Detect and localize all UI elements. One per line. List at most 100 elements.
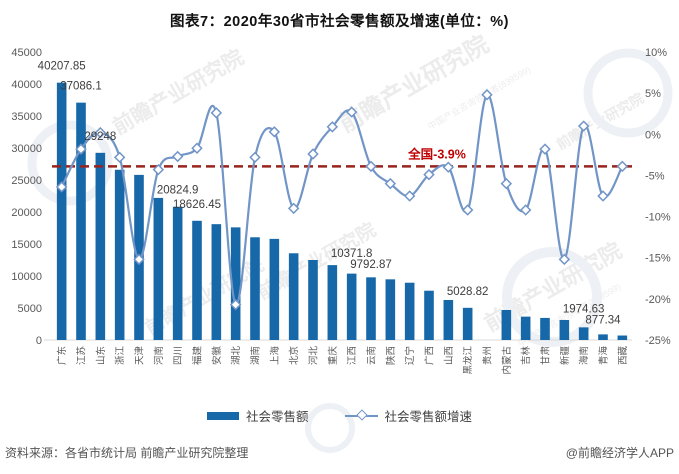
brand-watermark: 前瞻产业研究院 (109, 45, 248, 139)
marker-黑龙江 (461, 204, 474, 216)
marker-浙江 (113, 151, 126, 164)
bar-山东 (95, 152, 106, 340)
marker-安徽 (210, 107, 223, 119)
left-axis-tick: 20000 (11, 207, 42, 219)
bar-福建 (192, 220, 202, 340)
marker-内蒙古 (500, 177, 513, 190)
legend-item-retail: 社会零售额 (206, 406, 309, 425)
x-axis-label: 浙江 (114, 346, 126, 366)
bar-value-label: 1974.63 (563, 303, 605, 315)
marker-新疆 (558, 253, 571, 266)
right-axis-tick: -5% (645, 170, 665, 182)
logo-circle-watermark (583, 48, 673, 138)
x-axis-label: 河南 (153, 346, 165, 365)
legend-bar-swatch (206, 411, 239, 420)
x-axis-label: 福建 (192, 346, 204, 366)
bar-江西 (346, 273, 357, 340)
bar-value-label: 29248 (84, 131, 116, 143)
right-axis-tick: -25% (645, 335, 671, 347)
x-axis-label: 四川 (173, 346, 184, 365)
marker-山东 (94, 126, 107, 139)
marker-海南 (577, 120, 590, 132)
bar-海南 (578, 327, 589, 340)
bar-上海 (269, 238, 280, 340)
bar-value-label: 18626.45 (173, 199, 221, 211)
bar-value-label: 40207.85 (38, 61, 86, 73)
left-axis-tick: 40000 (11, 79, 42, 91)
bar-value-label: 20824.9 (157, 185, 199, 197)
marker-重庆 (326, 121, 339, 133)
x-axis-label: 湖北 (231, 346, 242, 366)
bar-广西 (424, 290, 434, 340)
bar-吉林 (520, 316, 531, 340)
marker-广西 (423, 168, 435, 181)
bar-value-label: 9792.87 (350, 259, 392, 271)
left-axis-tick: 35000 (11, 111, 42, 123)
right-axis-tick: -15% (645, 253, 671, 265)
x-axis-label: 甘肃 (540, 346, 552, 365)
bar-重庆 (327, 265, 338, 340)
reference-layer: 全国-3.9% (52, 146, 632, 168)
footer: 资料来源：各省市统计局 前瞻产业研究院整理 @前瞻经济学人APP (5, 444, 674, 461)
marker-辽宁 (403, 190, 416, 202)
marker-青海 (597, 190, 609, 202)
brand-watermark: 前瞻产业研究院 (334, 30, 493, 138)
right-axis-tick: 0% (645, 129, 661, 141)
marker-甘肃 (539, 143, 551, 155)
x-axis-label: 海南 (578, 346, 590, 365)
x-axis-label: 山东 (95, 346, 107, 365)
x-axis-label: 贵州 (482, 346, 494, 365)
x-axis-label: 河北 (308, 346, 320, 366)
x-axis-label: 广西 (424, 346, 436, 365)
marker-天津 (133, 253, 145, 266)
marker-广东 (55, 181, 68, 193)
legend-item-growth: 社会零售额增速 (344, 406, 473, 425)
bar-value-label: 37086.1 (60, 81, 102, 93)
bar-内蒙古 (501, 309, 512, 340)
axis-layer: 45000 40000 35000 30000 25000 20000 15000 10000… (11, 47, 670, 375)
bar-河北 (308, 260, 318, 340)
legend-line-swatch (344, 409, 378, 421)
x-axis-label: 内蒙古 (501, 346, 513, 375)
bar-河南 (153, 197, 164, 340)
legend-bar-label: 社会零售额 (245, 410, 309, 424)
marker-山西 (442, 161, 455, 173)
x-axis-label: 山西 (444, 346, 455, 365)
x-axis-label: 天津 (135, 346, 146, 366)
growth-line-layer (55, 89, 629, 311)
marker-河南 (152, 163, 165, 176)
x-axis-label: 江苏 (76, 346, 88, 366)
x-axis-label: 北京 (288, 346, 300, 365)
marker-西藏 (616, 160, 629, 173)
left-axis-tick: 5000 (18, 303, 42, 315)
bar-value-label: 5028.82 (447, 286, 489, 298)
left-axis-tick: 10000 (11, 271, 42, 283)
brand-credit: @前瞻经济学人APP (565, 446, 674, 460)
bar-北京 (288, 253, 299, 340)
source-note: 资料来源：各省市统计局 前瞻产业研究院整理 (5, 446, 249, 460)
right-axis-tick: -10% (645, 212, 671, 224)
marker-贵州 (481, 89, 493, 101)
bar-山西 (443, 300, 454, 340)
legend: 社会零售额 社会零售额增速 (0, 406, 679, 425)
bar-青海 (598, 334, 608, 340)
x-axis-label: 广东 (56, 346, 68, 365)
legend-growth-label: 社会零售额增速 (384, 410, 473, 424)
marker-湖北 (229, 298, 242, 311)
left-axis-tick: 30000 (11, 143, 42, 155)
marker-江西 (345, 106, 358, 118)
x-axis-label: 陕西 (385, 346, 397, 365)
bar-value-label: 877.34 (585, 314, 621, 326)
bar-value-label: 10371.8 (331, 248, 373, 260)
marker-吉林 (519, 204, 532, 216)
marker-福建 (191, 142, 203, 155)
left-axis-tick: 15000 (11, 239, 42, 251)
bar-辽宁 (404, 282, 415, 340)
bar-陕西 (385, 279, 396, 340)
x-axis-label: 新疆 (559, 346, 571, 366)
marker-云南 (365, 160, 377, 173)
bar-江苏 (76, 102, 86, 340)
bar-广东 (56, 82, 67, 340)
left-axis-tick: 45000 (11, 47, 42, 59)
